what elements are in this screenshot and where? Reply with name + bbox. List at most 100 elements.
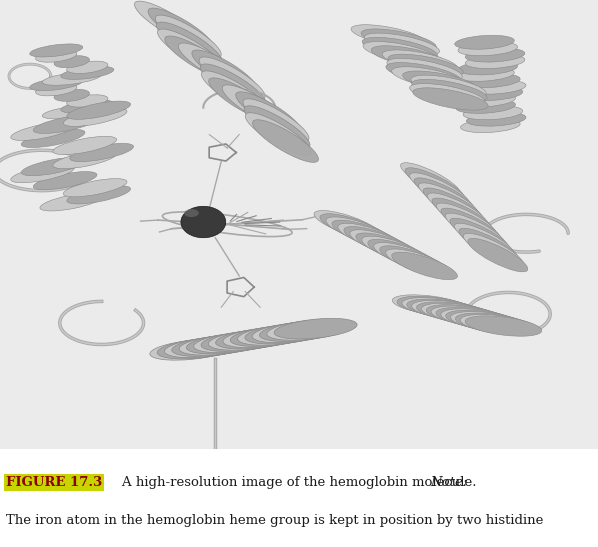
- Ellipse shape: [441, 309, 517, 329]
- Ellipse shape: [192, 50, 258, 92]
- Ellipse shape: [155, 15, 221, 57]
- Ellipse shape: [388, 54, 463, 77]
- Ellipse shape: [362, 236, 428, 264]
- Ellipse shape: [67, 185, 130, 204]
- Text: The iron atom in the hemoglobin heme group is kept in position by two histidine: The iron atom in the hemoglobin heme gro…: [6, 514, 544, 527]
- Ellipse shape: [344, 226, 410, 254]
- Ellipse shape: [460, 74, 520, 88]
- Ellipse shape: [135, 1, 200, 44]
- Ellipse shape: [405, 168, 465, 201]
- Ellipse shape: [450, 218, 510, 252]
- Ellipse shape: [413, 88, 488, 110]
- Ellipse shape: [237, 324, 321, 345]
- Ellipse shape: [314, 211, 380, 238]
- Ellipse shape: [392, 252, 457, 280]
- Ellipse shape: [463, 106, 523, 120]
- Ellipse shape: [386, 249, 451, 276]
- Ellipse shape: [371, 46, 447, 68]
- Ellipse shape: [54, 56, 90, 68]
- Ellipse shape: [320, 214, 386, 241]
- Ellipse shape: [417, 302, 493, 322]
- Ellipse shape: [165, 36, 231, 79]
- Ellipse shape: [362, 37, 438, 60]
- Ellipse shape: [222, 85, 288, 127]
- Ellipse shape: [53, 150, 117, 168]
- Ellipse shape: [236, 92, 301, 135]
- Ellipse shape: [202, 71, 267, 114]
- Ellipse shape: [30, 78, 83, 91]
- Ellipse shape: [356, 233, 422, 260]
- Ellipse shape: [414, 178, 474, 211]
- Ellipse shape: [456, 93, 515, 107]
- Ellipse shape: [35, 50, 77, 62]
- Ellipse shape: [200, 64, 266, 107]
- Ellipse shape: [63, 108, 127, 126]
- Ellipse shape: [326, 217, 392, 245]
- Ellipse shape: [66, 95, 108, 107]
- Ellipse shape: [468, 238, 528, 272]
- Ellipse shape: [230, 326, 313, 346]
- Ellipse shape: [436, 307, 512, 328]
- Ellipse shape: [208, 330, 291, 350]
- Ellipse shape: [150, 340, 233, 360]
- Ellipse shape: [178, 43, 244, 86]
- Ellipse shape: [423, 188, 483, 222]
- Ellipse shape: [458, 42, 517, 56]
- Ellipse shape: [363, 42, 438, 64]
- Ellipse shape: [216, 328, 298, 349]
- Text: FIGURE 17.3: FIGURE 17.3: [6, 476, 102, 489]
- Ellipse shape: [187, 333, 269, 354]
- Ellipse shape: [33, 115, 97, 133]
- Ellipse shape: [70, 143, 133, 161]
- Ellipse shape: [30, 44, 83, 57]
- Ellipse shape: [437, 203, 496, 236]
- Ellipse shape: [42, 106, 101, 119]
- Ellipse shape: [33, 172, 97, 190]
- Ellipse shape: [402, 71, 478, 94]
- Ellipse shape: [374, 242, 440, 270]
- Ellipse shape: [454, 223, 514, 257]
- Ellipse shape: [454, 36, 514, 49]
- Ellipse shape: [463, 86, 523, 101]
- Ellipse shape: [22, 158, 85, 176]
- Ellipse shape: [364, 33, 440, 55]
- Ellipse shape: [465, 55, 525, 68]
- Ellipse shape: [361, 29, 437, 51]
- Ellipse shape: [267, 319, 350, 340]
- Ellipse shape: [460, 315, 537, 335]
- Ellipse shape: [351, 25, 426, 47]
- Ellipse shape: [410, 173, 469, 206]
- Ellipse shape: [54, 89, 90, 101]
- Ellipse shape: [260, 321, 343, 341]
- Ellipse shape: [53, 136, 117, 155]
- Ellipse shape: [61, 100, 114, 113]
- Ellipse shape: [245, 323, 328, 344]
- Ellipse shape: [441, 208, 501, 242]
- Ellipse shape: [368, 240, 434, 267]
- Ellipse shape: [164, 337, 248, 358]
- Ellipse shape: [459, 228, 519, 261]
- Ellipse shape: [432, 198, 492, 231]
- Ellipse shape: [458, 61, 517, 75]
- Ellipse shape: [450, 312, 527, 332]
- Ellipse shape: [244, 106, 310, 148]
- Ellipse shape: [66, 61, 108, 73]
- Ellipse shape: [411, 75, 486, 97]
- Ellipse shape: [463, 234, 523, 267]
- Ellipse shape: [387, 59, 462, 81]
- Ellipse shape: [22, 129, 85, 148]
- Ellipse shape: [397, 296, 474, 317]
- Ellipse shape: [411, 79, 487, 102]
- Ellipse shape: [157, 22, 222, 65]
- Ellipse shape: [392, 67, 467, 89]
- Ellipse shape: [386, 62, 461, 85]
- Ellipse shape: [201, 331, 284, 351]
- Ellipse shape: [431, 306, 508, 327]
- Ellipse shape: [460, 119, 520, 132]
- Ellipse shape: [199, 57, 265, 100]
- Ellipse shape: [401, 162, 460, 196]
- Ellipse shape: [148, 8, 214, 51]
- Ellipse shape: [223, 327, 306, 348]
- Ellipse shape: [402, 298, 478, 318]
- Ellipse shape: [245, 113, 311, 155]
